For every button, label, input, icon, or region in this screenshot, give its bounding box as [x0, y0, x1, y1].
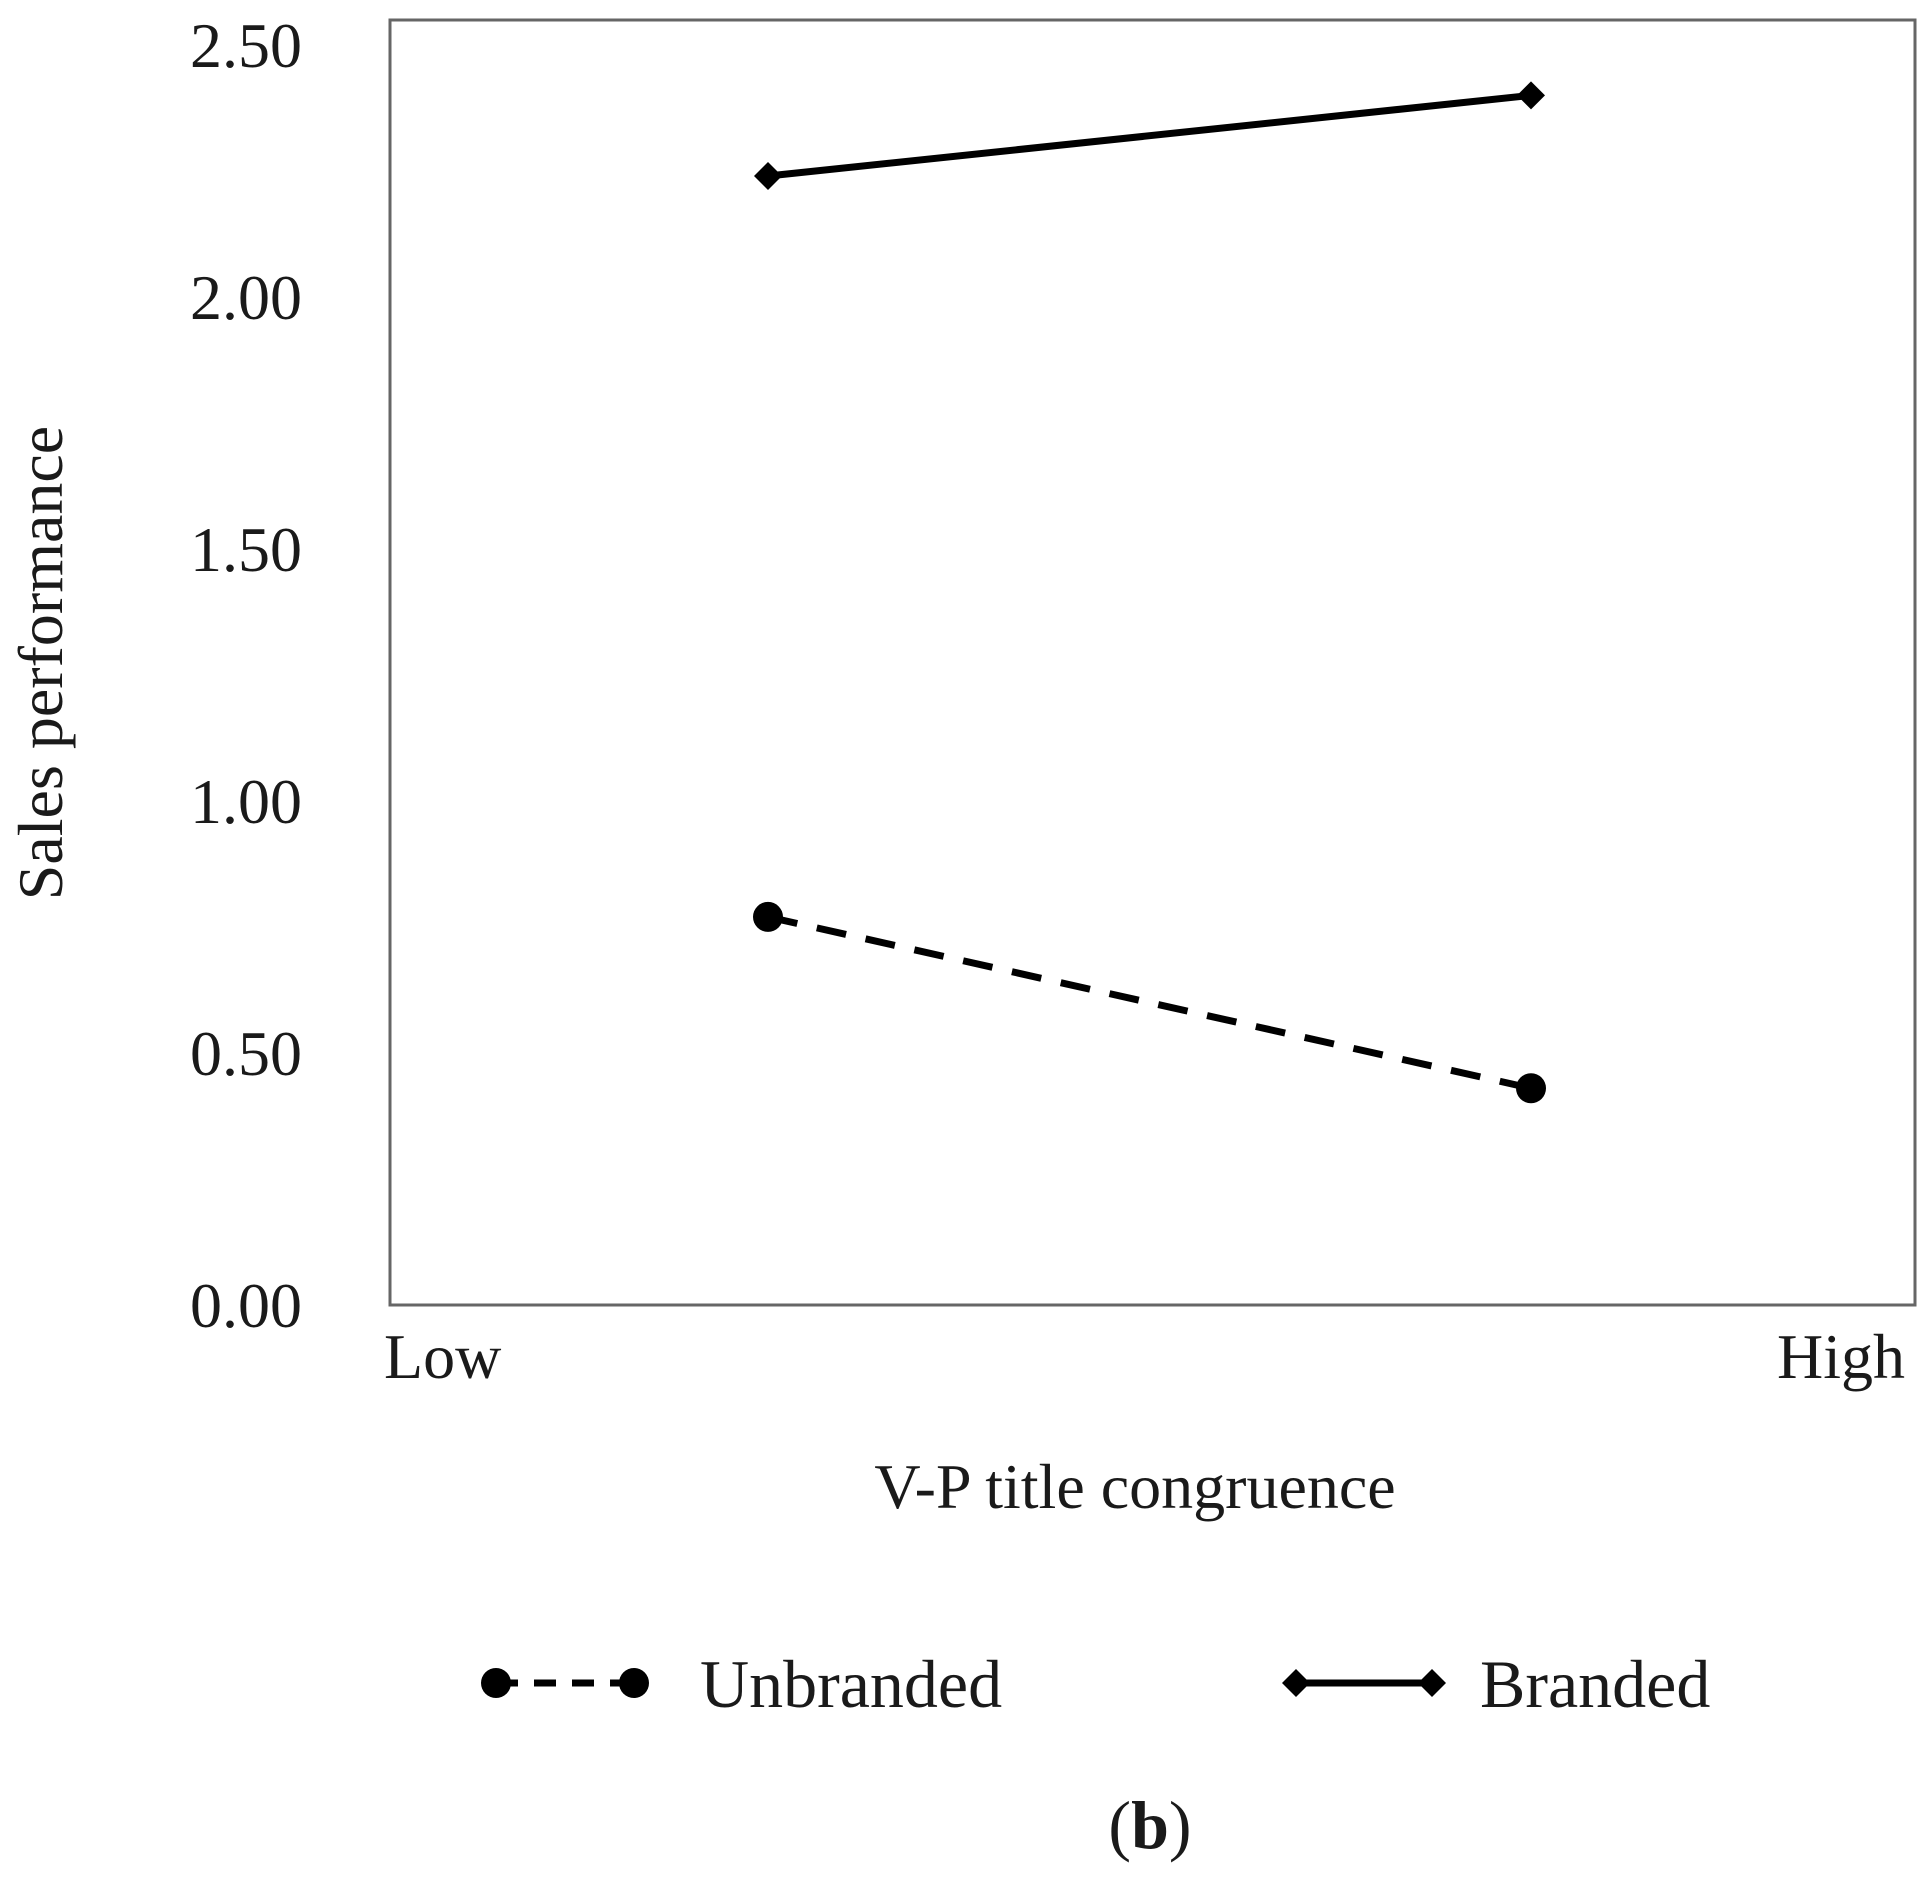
legend-label: Unbranded	[700, 1646, 1002, 1722]
x-category-label: High	[1777, 1321, 1905, 1392]
x-category-label: Low	[384, 1321, 501, 1392]
y-tick-label: 0.00	[190, 1270, 302, 1341]
legend-marker	[1418, 1669, 1446, 1697]
series-unbranded	[753, 901, 1546, 1104]
y-tick-label: 0.50	[190, 1018, 302, 1089]
series-line	[767, 913, 1532, 1092]
y-tick-label: 2.50	[190, 10, 302, 81]
data-point	[754, 162, 782, 191]
series-layer	[753, 81, 1546, 1104]
data-point	[1517, 81, 1545, 110]
legend-marker	[619, 1668, 649, 1698]
series-line	[767, 91, 1532, 180]
data-point	[753, 901, 783, 932]
panel-label-close: )	[1169, 1787, 1192, 1863]
legend: Unbranded Branded	[481, 1646, 1710, 1722]
legend-item: Unbranded	[481, 1646, 1002, 1722]
y-axis-ticks: 0.00 0.50 1.00 1.50 2.00 2.50	[190, 10, 302, 1341]
legend-marker	[481, 1668, 511, 1698]
panel-label-letter: b	[1131, 1787, 1169, 1863]
panel-label: (b)	[1108, 1787, 1191, 1863]
panel-label-open: (	[1108, 1787, 1131, 1863]
y-tick-label: 2.00	[190, 262, 302, 333]
y-tick-label: 1.00	[190, 766, 302, 837]
series-branded	[754, 81, 1545, 191]
legend-label: Branded	[1480, 1646, 1710, 1722]
y-axis-title: Sales performance	[5, 426, 76, 900]
x-axis-title: V-P title congruence	[874, 1451, 1395, 1522]
legend-marker	[1282, 1669, 1310, 1697]
plot-frame	[388, 18, 1917, 1307]
y-tick-label: 1.50	[190, 514, 302, 585]
x-axis-categories: Low High	[384, 1321, 1905, 1392]
legend-item: Branded	[1282, 1646, 1710, 1722]
data-point	[1516, 1073, 1546, 1104]
